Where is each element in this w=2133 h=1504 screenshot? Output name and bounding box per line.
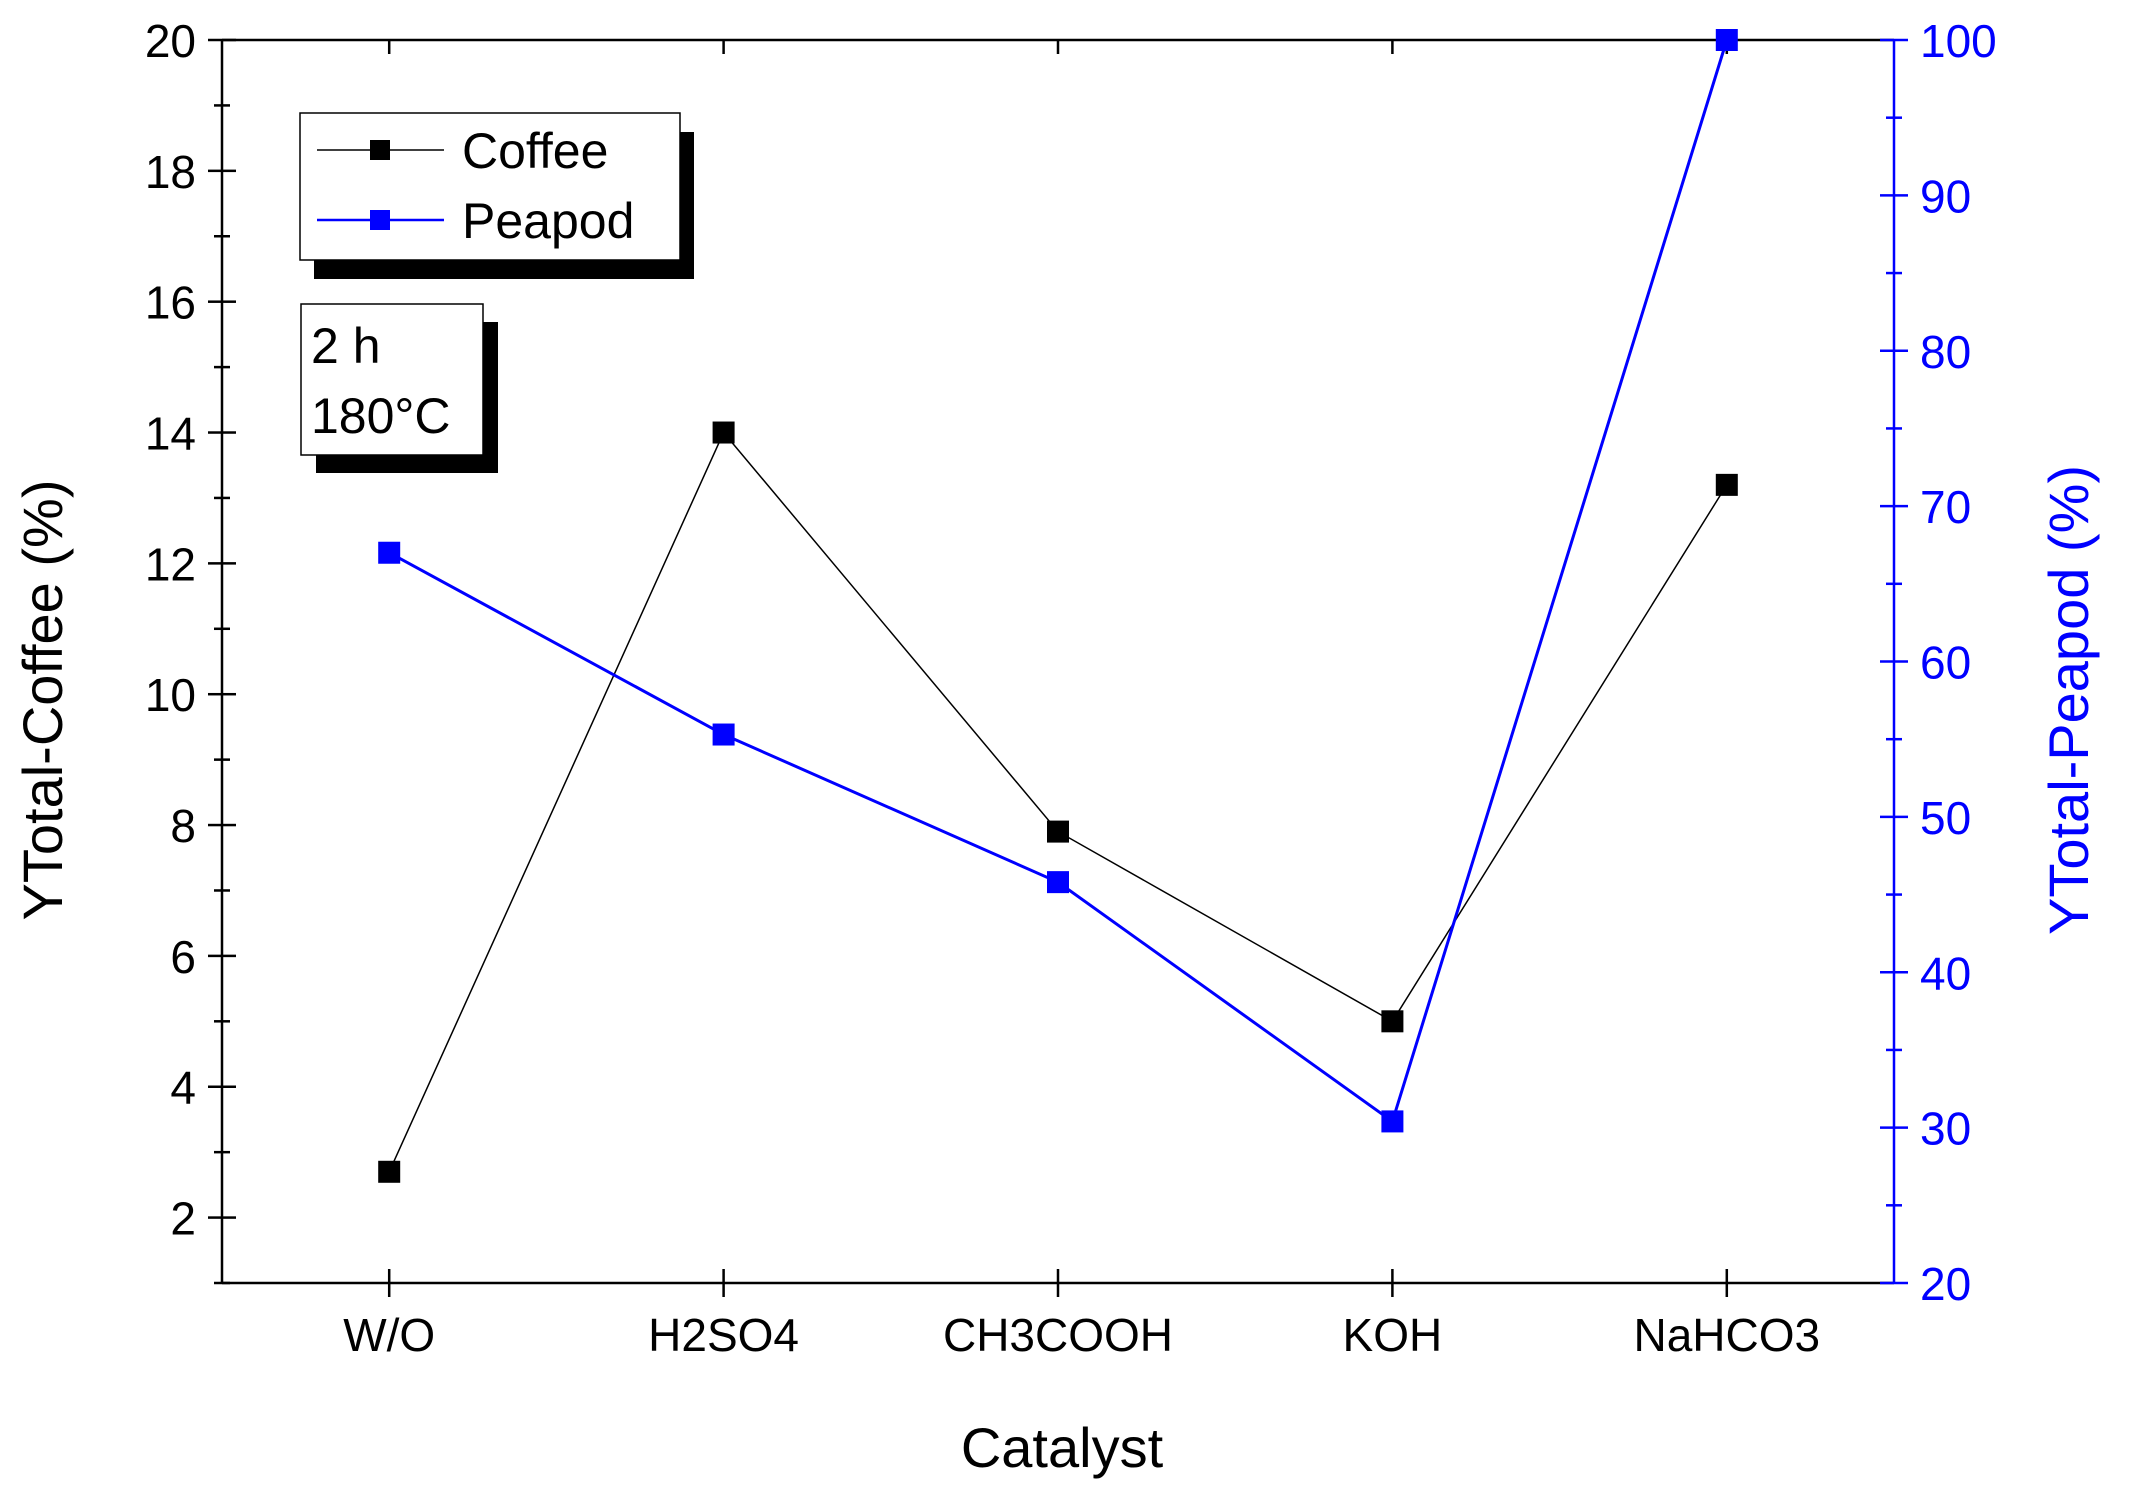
left-tick-label: 10 [145, 669, 196, 721]
left-tick-label: 6 [170, 931, 196, 983]
right-tick-label: 50 [1920, 792, 1971, 844]
left-y-axis-title: YTotal-Coffee (%) [11, 480, 74, 921]
right-tick-label: 90 [1920, 170, 1971, 222]
left-tick-label: 16 [145, 277, 196, 329]
legend-peapod-marker [370, 210, 390, 230]
legend-peapod-label: Peapod [462, 193, 634, 249]
peapod-point-h2so4 [712, 723, 735, 746]
right-tick-label: 80 [1920, 326, 1971, 378]
annotation-time: 2 h [311, 318, 381, 374]
coffee-point-wo [378, 1160, 401, 1183]
condition-annotation: 2 h 180°C [300, 303, 498, 473]
x-axis: W/O H2SO4 CH3COOH KOH NaHCO3 [343, 40, 1820, 1361]
left-tick-label: 18 [145, 146, 196, 198]
right-tick-label: 100 [1920, 15, 1997, 67]
right-tick-label: 70 [1920, 481, 1971, 533]
x-tick-label: H2SO4 [648, 1309, 799, 1361]
left-tick-label: 8 [170, 800, 196, 852]
x-tick-label: KOH [1343, 1309, 1443, 1361]
legend: Coffee Peapod [299, 112, 694, 279]
left-y-axis: 2 4 6 8 10 12 14 16 18 20 [145, 15, 236, 1285]
right-y-axis-title: YTotal-Peapod (%) [2037, 465, 2100, 935]
left-tick-label: 4 [170, 1062, 196, 1114]
x-axis-title: Catalyst [961, 1416, 1164, 1479]
left-tick-label: 2 [170, 1193, 196, 1245]
right-y-axis: 20 30 40 50 60 70 80 90 100 [1880, 15, 1997, 1310]
coffee-point-koh [1381, 1010, 1404, 1033]
right-tick-label: 30 [1920, 1103, 1971, 1155]
annotation-box [300, 303, 484, 456]
peapod-point-nahco3 [1715, 29, 1738, 51]
right-tick-label: 60 [1920, 637, 1971, 689]
peapod-point-koh [1381, 1110, 1404, 1133]
coffee-series-line [388, 431, 1728, 1173]
coffee-point-nahco3 [1715, 473, 1738, 496]
left-tick-label: 20 [145, 15, 196, 67]
legend-box [299, 112, 681, 261]
left-tick-label: 14 [145, 408, 196, 460]
series-layer [378, 29, 1738, 1183]
x-tick-label: NaHCO3 [1633, 1309, 1820, 1361]
coffee-point-ch3cooh [1047, 820, 1069, 843]
legend-coffee-label: Coffee [462, 123, 608, 179]
right-tick-label: 40 [1920, 947, 1971, 999]
legend-coffee-marker [370, 140, 390, 160]
coffee-point-h2so4 [712, 421, 735, 444]
right-tick-label: 20 [1920, 1258, 1971, 1310]
left-tick-label: 12 [145, 538, 196, 590]
annotation-temperature: 180°C [311, 388, 451, 444]
peapod-point-wo [378, 541, 401, 564]
x-tick-label: W/O [343, 1309, 435, 1361]
x-tick-label: CH3COOH [943, 1309, 1173, 1361]
peapod-point-ch3cooh [1047, 871, 1069, 894]
